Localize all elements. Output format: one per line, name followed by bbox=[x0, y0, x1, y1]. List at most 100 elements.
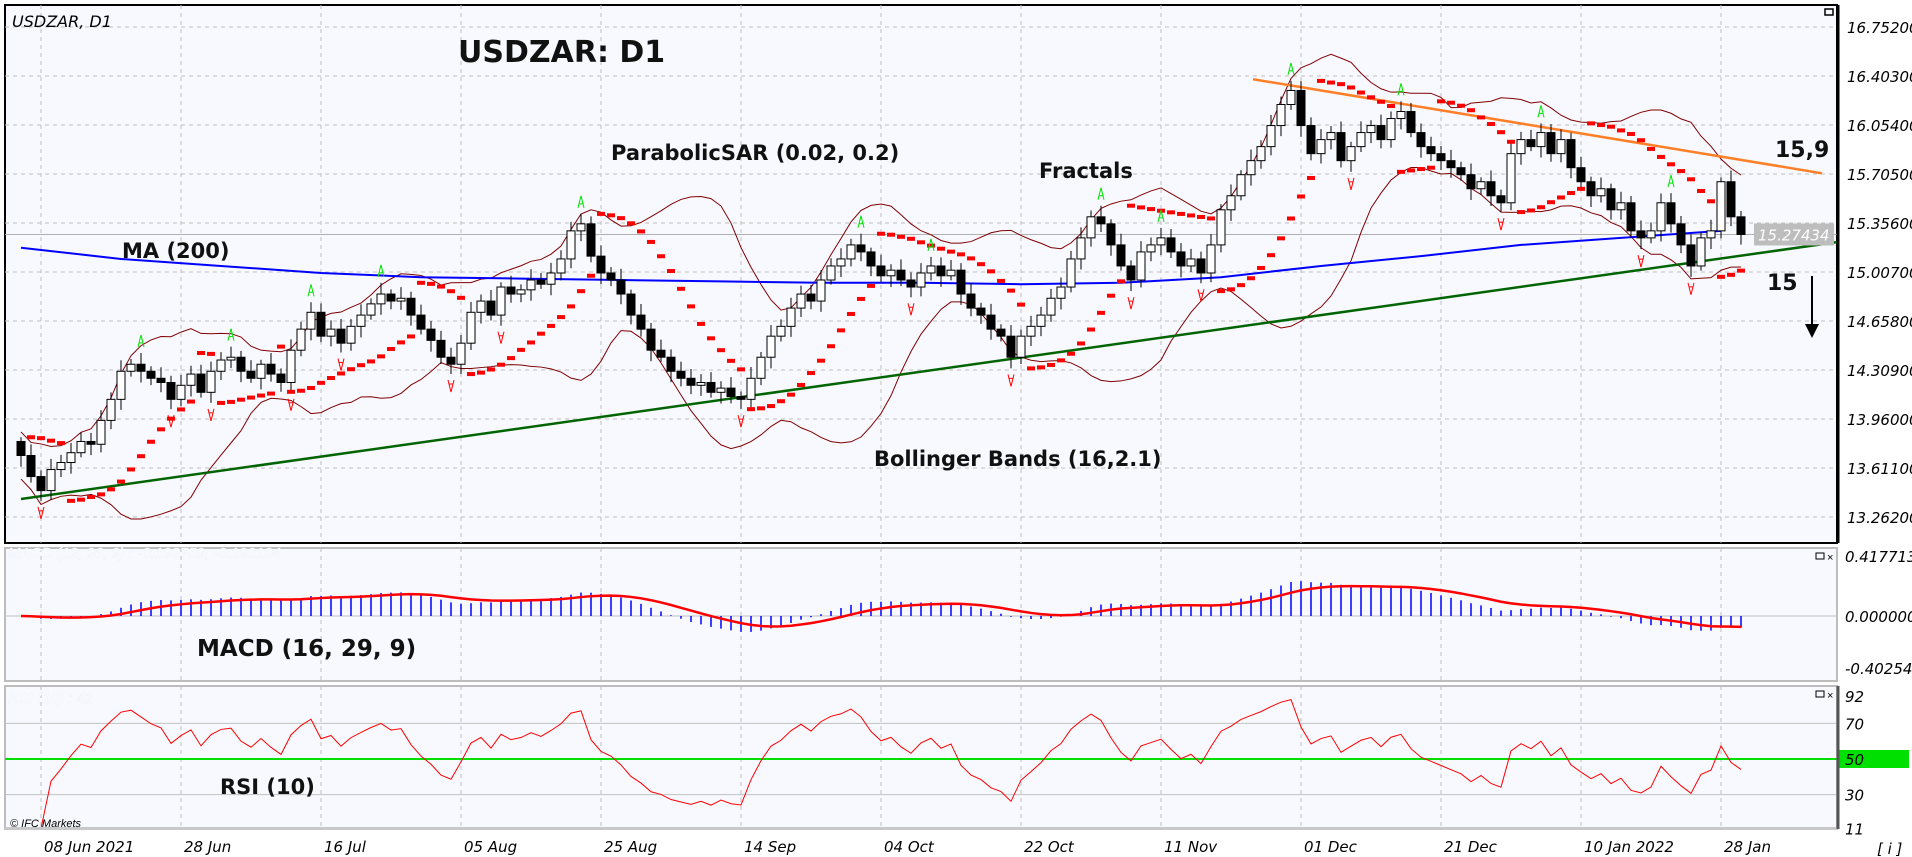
candle bbox=[216, 359, 226, 372]
sar-dot bbox=[1037, 365, 1045, 370]
candle bbox=[466, 311, 476, 344]
sar-dot bbox=[447, 289, 455, 294]
fractal-up-icon bbox=[927, 238, 935, 252]
candle bbox=[226, 356, 236, 361]
macd-signal-line bbox=[20, 584, 1742, 629]
sar-dot bbox=[587, 273, 595, 278]
sar-dot bbox=[217, 400, 225, 405]
candle bbox=[936, 265, 946, 277]
candle bbox=[506, 286, 516, 295]
target-high-label: 15,9 bbox=[1775, 138, 1829, 163]
sar-dot bbox=[1427, 165, 1435, 170]
sar-dot bbox=[1507, 139, 1515, 144]
candle bbox=[746, 377, 756, 400]
candle bbox=[76, 440, 86, 454]
candle bbox=[206, 370, 216, 393]
price-tick: 14.30900 bbox=[1847, 362, 1912, 380]
candle bbox=[346, 325, 356, 344]
sar-dot bbox=[1677, 169, 1685, 174]
sar-dot bbox=[1077, 341, 1085, 346]
candle bbox=[336, 328, 346, 344]
candle bbox=[66, 452, 76, 464]
candle bbox=[1176, 251, 1186, 267]
candle bbox=[1346, 146, 1356, 162]
candle bbox=[1736, 216, 1746, 235]
candle bbox=[96, 419, 106, 445]
date-tick: 25 Aug bbox=[604, 838, 657, 856]
sar-dot bbox=[77, 497, 85, 502]
candle bbox=[696, 381, 706, 386]
sar-dot bbox=[1657, 154, 1665, 159]
candle bbox=[446, 356, 456, 365]
candle bbox=[1146, 244, 1156, 253]
sar-dot bbox=[1337, 82, 1345, 87]
candle bbox=[1056, 286, 1066, 299]
candle bbox=[286, 349, 296, 383]
candle bbox=[1006, 335, 1016, 358]
sar-dot bbox=[427, 281, 435, 286]
candle bbox=[976, 307, 986, 316]
candle bbox=[1506, 153, 1516, 204]
candle bbox=[1256, 146, 1266, 162]
fractal-down-icon bbox=[907, 303, 915, 316]
sar-dot bbox=[187, 399, 195, 404]
candle bbox=[1656, 202, 1666, 232]
date-tick: 04 Oct bbox=[884, 838, 935, 856]
fractal-down-icon bbox=[287, 398, 295, 411]
sar-dot bbox=[757, 406, 765, 411]
sar-dot bbox=[237, 397, 245, 402]
info-button[interactable]: [ i ] bbox=[1877, 840, 1903, 857]
sar-dot bbox=[397, 340, 405, 345]
fractal-down-icon bbox=[1197, 289, 1205, 302]
rsi-window-icons[interactable]: × bbox=[1815, 690, 1833, 702]
fractal-up-icon bbox=[1667, 174, 1675, 188]
candle bbox=[1166, 237, 1176, 253]
sar-dot bbox=[1557, 195, 1565, 200]
macd-label: MACD (16, 29, 9) bbox=[197, 636, 416, 662]
candle bbox=[236, 356, 246, 372]
candle bbox=[1376, 125, 1386, 141]
target-low-label: 15 bbox=[1767, 271, 1798, 296]
candle bbox=[16, 440, 26, 457]
candle bbox=[36, 476, 46, 492]
date-tick: 16 Jul bbox=[324, 838, 367, 856]
ma200-line bbox=[20, 229, 1722, 286]
sar-dot bbox=[1447, 100, 1455, 105]
candle bbox=[46, 469, 56, 492]
sar-dot bbox=[337, 371, 345, 376]
sar-dot bbox=[1027, 366, 1035, 371]
candle bbox=[1046, 297, 1056, 316]
candle bbox=[1076, 237, 1086, 260]
candle bbox=[636, 314, 646, 330]
sar-dot bbox=[1397, 169, 1405, 174]
candle bbox=[486, 300, 496, 316]
macd-tick: -0.402543 bbox=[1845, 660, 1912, 678]
candle bbox=[246, 370, 256, 379]
candle bbox=[996, 328, 1006, 337]
main-maximize-icon[interactable] bbox=[1824, 8, 1834, 16]
candle bbox=[1066, 258, 1076, 288]
candle bbox=[956, 269, 966, 295]
sar-dot bbox=[467, 372, 475, 377]
candle bbox=[1646, 230, 1656, 239]
sar-dot bbox=[1477, 115, 1485, 120]
rsi-tick: 50 bbox=[1845, 751, 1864, 769]
candle bbox=[26, 455, 36, 478]
sar-dot bbox=[657, 254, 665, 259]
candle bbox=[296, 328, 306, 351]
candle bbox=[866, 251, 876, 267]
price-tick: 13.26200 bbox=[1847, 509, 1912, 527]
sar-dot bbox=[257, 393, 265, 398]
time-scrollbar[interactable] bbox=[5, 827, 1837, 830]
macd-tick: 0.000000 bbox=[1845, 608, 1912, 626]
sar-dot bbox=[817, 358, 825, 363]
sar-dot bbox=[1567, 191, 1575, 196]
candle bbox=[1416, 132, 1426, 148]
sar-dot bbox=[597, 211, 605, 216]
candle bbox=[176, 384, 186, 400]
price-tick: 13.61100 bbox=[1847, 460, 1912, 478]
sar-dot bbox=[207, 351, 215, 356]
sar-dot bbox=[387, 347, 395, 352]
sar-dot bbox=[127, 467, 135, 472]
macd-window-icons[interactable]: × bbox=[1815, 552, 1833, 564]
